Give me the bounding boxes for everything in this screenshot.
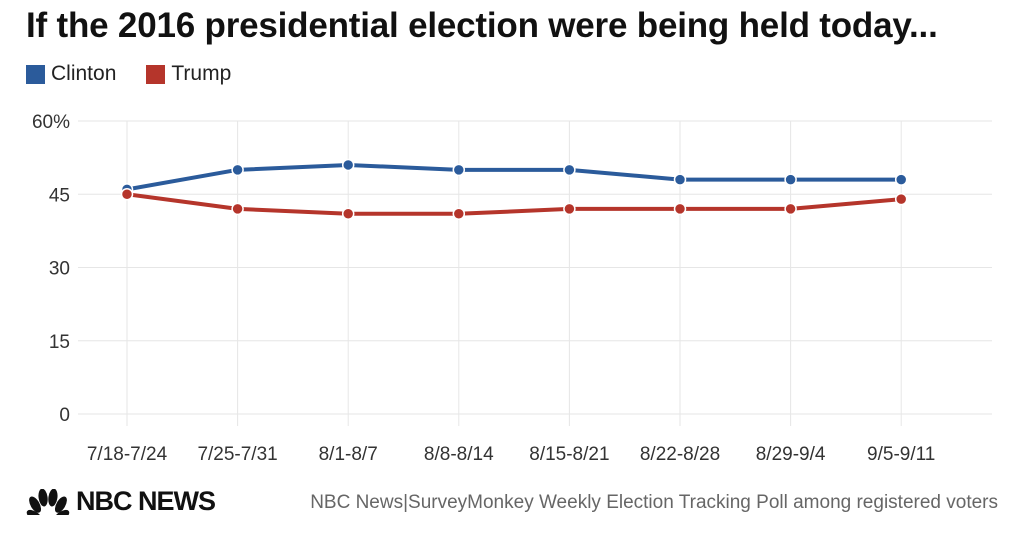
data-point-trump	[894, 192, 908, 206]
logo-text: NBC NEWS	[76, 486, 216, 516]
data-point-trump	[341, 207, 355, 221]
data-point-trump	[784, 202, 797, 216]
legend-item-clinton: Clinton	[26, 62, 116, 86]
chart-title: If the 2016 presidential election were b…	[26, 6, 938, 45]
y-tick-label: 45	[49, 185, 70, 206]
legend-item-trump: Trump	[146, 62, 231, 86]
series-line-clinton	[126, 162, 902, 192]
y-tick-label: 15	[49, 332, 70, 353]
x-tick-label: 8/15-8/21	[529, 444, 609, 465]
legend-swatch-trump	[146, 64, 166, 84]
data-point-clinton	[231, 163, 244, 177]
data-point-trump	[673, 202, 687, 216]
y-tick-label: 30	[49, 259, 70, 280]
data-point-trump	[120, 188, 134, 201]
peacock-icon	[26, 488, 70, 515]
data-point-trump	[563, 202, 576, 216]
legend: Clinton Trump	[26, 62, 261, 86]
x-tick-label: 9/5-9/11	[867, 444, 935, 465]
data-point-clinton	[673, 173, 687, 186]
data-point-trump	[452, 207, 466, 221]
nbc-news-logo: NBC NEWS	[26, 486, 216, 517]
data-point-clinton	[563, 163, 576, 177]
data-point-trump	[231, 202, 244, 216]
x-tick-label: 7/25-7/31	[197, 444, 277, 465]
data-point-clinton	[452, 163, 466, 177]
data-point-clinton	[784, 173, 797, 186]
y-tick-label: 0	[59, 405, 70, 426]
series-line-trump	[126, 192, 902, 216]
x-tick-label: 8/22-8/28	[640, 444, 720, 465]
legend-label-trump: Trump	[171, 62, 232, 85]
data-point-clinton	[894, 173, 908, 186]
y-tick-label: 60%	[32, 112, 70, 133]
x-tick-label: 8/29-9/4	[756, 444, 826, 465]
x-tick-label: 8/8-8/14	[424, 444, 494, 465]
legend-swatch-clinton	[26, 64, 45, 84]
data-point-clinton	[341, 158, 355, 172]
source-note: NBC News|SurveyMonkey Weekly Election Tr…	[310, 492, 998, 513]
x-tick-label: 8/1-8/7	[319, 444, 378, 465]
x-tick-label: 7/18-7/24	[87, 444, 168, 465]
legend-label-clinton: Clinton	[51, 62, 117, 85]
